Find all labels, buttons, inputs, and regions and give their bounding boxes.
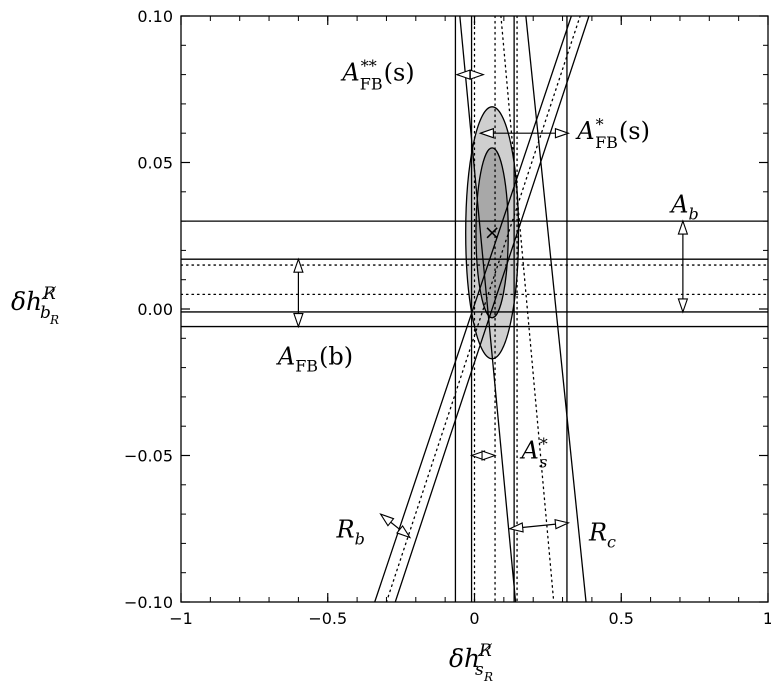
- arrow-r-c-head: [508, 522, 524, 533]
- arrow-a-s-star1-head: [481, 450, 497, 461]
- x-axis-label-sup: R̸: [477, 641, 493, 661]
- arrow-a-b-head: [677, 298, 689, 314]
- y-axis-label-sub: b: [40, 303, 51, 323]
- slanted-line-r-c: [500, 16, 555, 602]
- label-r-b: Rb: [336, 516, 365, 549]
- tick-labels: −1 −0.5 0 0.5 1 −0.10 −0.05 0.00 0.05 0.10: [124, 7, 771, 628]
- label-a-s-star1: A* s: [519, 434, 547, 471]
- arrow-r-c-head: [554, 518, 571, 530]
- y-tick-label: 0.10: [137, 7, 173, 26]
- axis-ticks: [180, 15, 769, 603]
- y-axis-label-subsub: R: [49, 313, 59, 327]
- arrow-a-fb-b-head: [293, 257, 304, 273]
- y-tick-label: 0.00: [137, 300, 173, 319]
- slanted-line-r-b: [385, 16, 581, 602]
- y-tick-label: −0.05: [124, 447, 173, 466]
- constraint-lines: [181, 16, 768, 602]
- y-axis-label-main: δh: [11, 287, 42, 316]
- arrow-r-b-head: [396, 524, 412, 539]
- svg-text:δh: δh: [449, 644, 480, 673]
- x-tick-label: 0: [469, 609, 479, 628]
- annotation-labels: A** FB(s) A* FB(s) Ab AFB(b) A* s Rb Rc: [276, 56, 699, 551]
- arrow-a-fb-star2-s-head: [469, 69, 485, 80]
- y-tick-label: −0.10: [124, 593, 173, 612]
- arrow-a-fb-star2-s-head: [455, 69, 471, 80]
- slanted-line-r-c: [459, 16, 517, 602]
- x-tick-label: 0.5: [609, 609, 634, 628]
- x-tick-label: 1: [763, 609, 771, 628]
- arrow-a-fb-star1-s-head: [554, 127, 571, 139]
- annotation-arrows: [293, 69, 689, 539]
- y-axis-label: δh R̸ b R: [11, 284, 59, 327]
- arrow-a-fb-b-head: [293, 313, 304, 329]
- slanted-line-r-b: [374, 16, 572, 602]
- x-axis-label: δh R̸ s R: [449, 641, 493, 684]
- slanted-line-r-b: [394, 16, 590, 602]
- label-a-fb-star2-s: A** FB(s): [340, 56, 414, 93]
- label-a-fb-b: AFB(b): [276, 343, 353, 376]
- x-tick-label: −1: [169, 609, 193, 628]
- slanted-line-r-c: [525, 16, 587, 602]
- arrow-r-b-head: [379, 513, 395, 527]
- arrow-a-fb-star1-s-head: [478, 127, 494, 139]
- label-a-b: Ab: [669, 190, 699, 223]
- x-axis-label-main: δh: [449, 644, 480, 673]
- best-fit-marker: ×: [484, 220, 501, 244]
- arrow-a-b-head: [677, 219, 689, 235]
- x-axis-label-sub: s: [475, 660, 484, 680]
- label-a-fb-star1-s: A* FB(s): [575, 115, 650, 152]
- y-tick-label: 0.05: [137, 154, 173, 173]
- label-r-c: Rc: [588, 518, 616, 551]
- y-axis-label-sup: R̸: [41, 284, 57, 304]
- best-fit-cross: ×: [484, 220, 501, 244]
- x-tick-label: −0.5: [308, 609, 347, 628]
- x-axis-label-subsub: R: [483, 670, 493, 684]
